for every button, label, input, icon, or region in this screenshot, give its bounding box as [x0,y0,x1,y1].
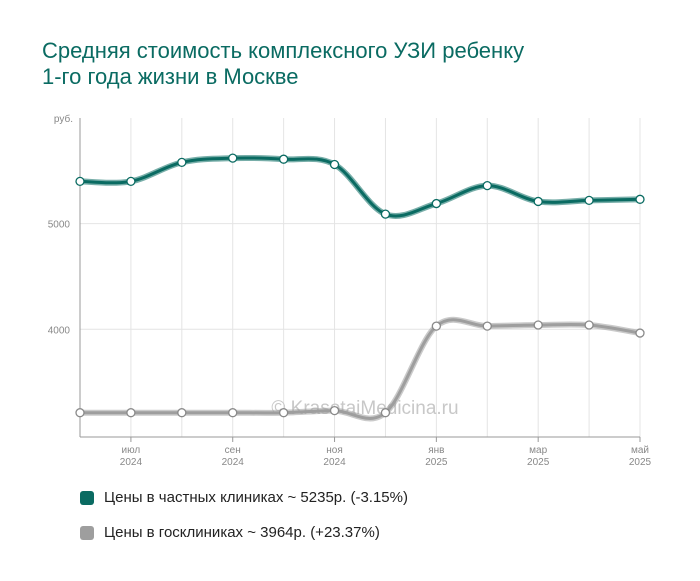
data-point-1 [482,321,492,331]
data-point-1 [635,328,645,338]
axes: 40005000руб.июл2024сен2024ноя2024янв2025… [48,113,652,468]
y-tick-label: 4000 [48,325,71,336]
data-point-1 [228,408,238,418]
data-point-0 [228,153,238,163]
data-point-0 [75,176,85,187]
series [75,153,645,422]
data-point-0 [635,194,645,204]
legend-label-public: Цены в госклиниках ~ 3964р. (+23.37%) [104,524,380,541]
legend-swatch-public [80,525,94,540]
chart-title-line-2: 1-го года жизни в Москве [42,64,299,89]
data-point-0 [431,198,442,209]
data-point-0 [380,209,391,219]
legend-item-public[interactable]: Цены в госклиниках ~ 3964р. (+23.37%) [80,524,380,541]
data-point-0 [533,196,543,207]
y-tick-label: 5000 [48,220,71,231]
x-tick-label-year: 2024 [120,457,143,468]
data-point-0 [278,154,289,164]
x-tick-label-month: янв [428,445,444,456]
grid [80,118,641,437]
data-point-1 [380,408,391,418]
x-tick-label-year: 2024 [323,457,346,468]
y-axis-unit-label: руб. [54,113,73,125]
chart-title: Средняя стоимость комплексного УЗИ ребен… [42,38,662,90]
data-point-1 [329,405,340,416]
x-tick-label-month: мар [529,445,547,456]
legend-swatch-private [80,490,94,505]
x-tick-label-month: июл [122,445,141,456]
x-tick-label-year: 2025 [527,457,550,468]
data-point-1 [126,408,136,418]
x-tick-label-month: май [631,445,649,456]
legend-label-private: Цены в частных клиниках ~ 5235р. (-3.15%… [104,489,408,506]
x-tick-label-month: сен [225,445,241,456]
data-point-0 [126,176,136,187]
data-point-1 [278,408,289,418]
x-tick-label-year: 2025 [629,457,652,468]
data-point-1 [177,408,187,418]
data-point-1 [533,320,543,330]
data-point-0 [177,157,187,168]
x-tick-label-year: 2024 [222,457,245,468]
data-point-0 [584,195,594,206]
data-point-1 [431,321,442,331]
chart-title-line-1: Средняя стоимость комплексного УЗИ ребен… [42,38,525,63]
data-point-1 [75,408,85,418]
x-tick-label-year: 2025 [425,457,448,468]
series-line-glow-0 [77,154,643,219]
data-point-0 [482,180,492,191]
x-tick-label-month: ноя [326,445,343,456]
legend-item-private[interactable]: Цены в частных клиниках ~ 5235р. (-3.15%… [80,489,408,506]
data-point-1 [584,320,594,330]
data-point-0 [329,159,340,170]
